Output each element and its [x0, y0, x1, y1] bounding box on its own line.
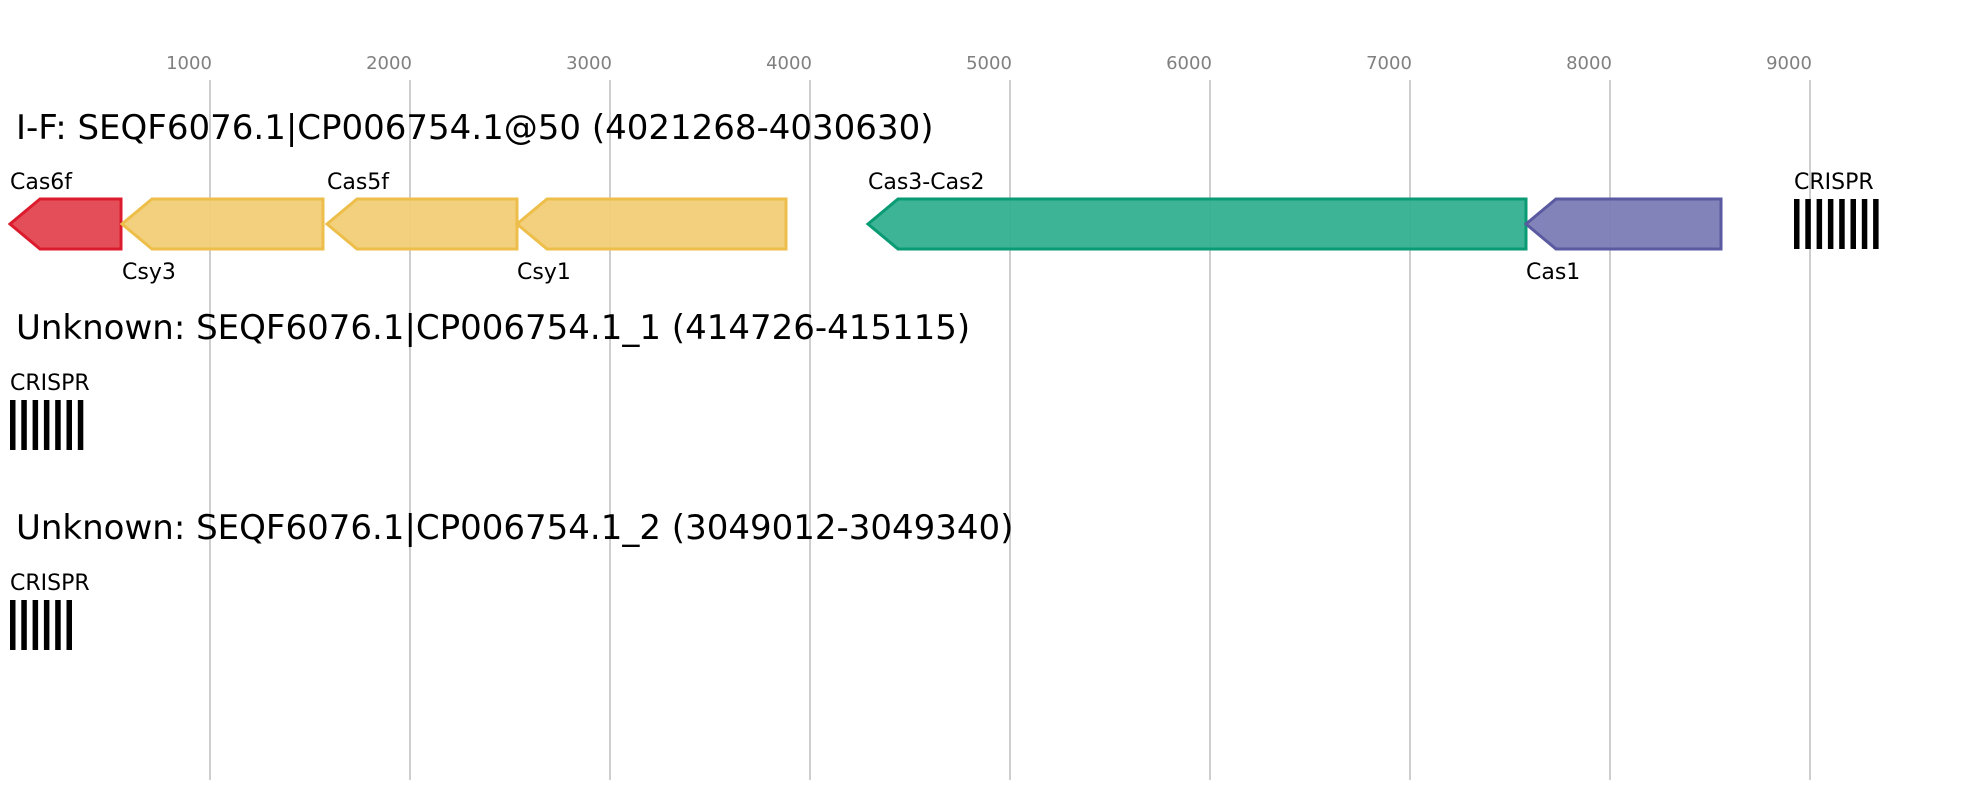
crispr-repeat — [1873, 199, 1879, 249]
crispr-label: CRISPR — [1794, 170, 1874, 195]
crispr-repeat — [77, 400, 84, 450]
crispr-repeat — [66, 600, 72, 650]
gene-arrow-csy3 — [119, 197, 325, 251]
gene-arrow-csy1 — [514, 197, 788, 251]
crispr-repeat — [10, 600, 16, 650]
crispr-repeat — [32, 600, 39, 650]
tick-label: 4000 — [766, 53, 812, 74]
crispr-repeat — [55, 400, 61, 450]
crispr-repeat — [43, 400, 50, 450]
crispr-repeat — [43, 600, 50, 650]
crispr-repeat — [21, 400, 27, 450]
crispr-repeat — [66, 400, 72, 450]
crispr-label: CRISPR — [10, 371, 90, 396]
axis-grid: 1000 2000 3000 4000 5000 6000 7000 8000 9000 — [166, 53, 1812, 780]
gene-arrow-cas1 — [1523, 197, 1723, 251]
gene-label: Csy3 — [122, 260, 176, 285]
gene-label: Cas6f — [10, 170, 73, 195]
tick-label: 9000 — [1766, 53, 1812, 74]
crispr-repeat — [1816, 199, 1823, 249]
crispr-repeat — [1850, 199, 1856, 249]
locus-track: Cas6f Csy3 Cas5f Csy1 Cas3-Cas2 Cas1 CRISPR — [7, 170, 1879, 285]
crispr-repeat — [55, 600, 61, 650]
locus-title-3: Unknown: SEQF6076.1|CP006754.1_2 (304901… — [16, 508, 1013, 548]
crispr-repeat — [1805, 199, 1811, 249]
crispr-repeat — [1827, 199, 1834, 249]
tick-label: 5000 — [966, 53, 1012, 74]
crispr-repeat — [1861, 199, 1868, 249]
crispr-repeat — [21, 600, 27, 650]
crispr-repeat — [32, 400, 39, 450]
gene-label: Csy1 — [517, 260, 571, 285]
locus-track: CRISPR — [10, 571, 90, 650]
locus-title-2: Unknown: SEQF6076.1|CP006754.1_1 (414726… — [16, 308, 970, 348]
tick-label: 6000 — [1166, 53, 1212, 74]
locus-track: CRISPR — [10, 371, 90, 450]
tick-label: 7000 — [1366, 53, 1412, 74]
tick-label: 1000 — [166, 53, 212, 74]
locus-tracks: Cas6f Csy3 Cas5f Csy1 Cas3-Cas2 Cas1 CRISPR CRI… — [7, 170, 1879, 650]
tick-label: 8000 — [1566, 53, 1612, 74]
gene-label: Cas5f — [327, 170, 390, 195]
tick-label: 3000 — [566, 53, 612, 74]
crispr-repeat — [10, 400, 16, 450]
crispr-repeat — [1794, 199, 1800, 249]
locus-title-1: I-F: SEQF6076.1|CP006754.1@50 (4021268-4… — [16, 108, 933, 148]
gene-label: Cas3-Cas2 — [868, 170, 985, 195]
gene-label: Cas1 — [1526, 260, 1580, 285]
crispr-repeat — [1839, 199, 1845, 249]
crispr-label: CRISPR — [10, 571, 90, 596]
gene-arrow-cas3-cas2 — [865, 197, 1528, 251]
tick-label: 2000 — [366, 53, 412, 74]
gene-arrow-cas5f — [324, 197, 519, 251]
gene-arrow-cas6f — [7, 197, 123, 251]
